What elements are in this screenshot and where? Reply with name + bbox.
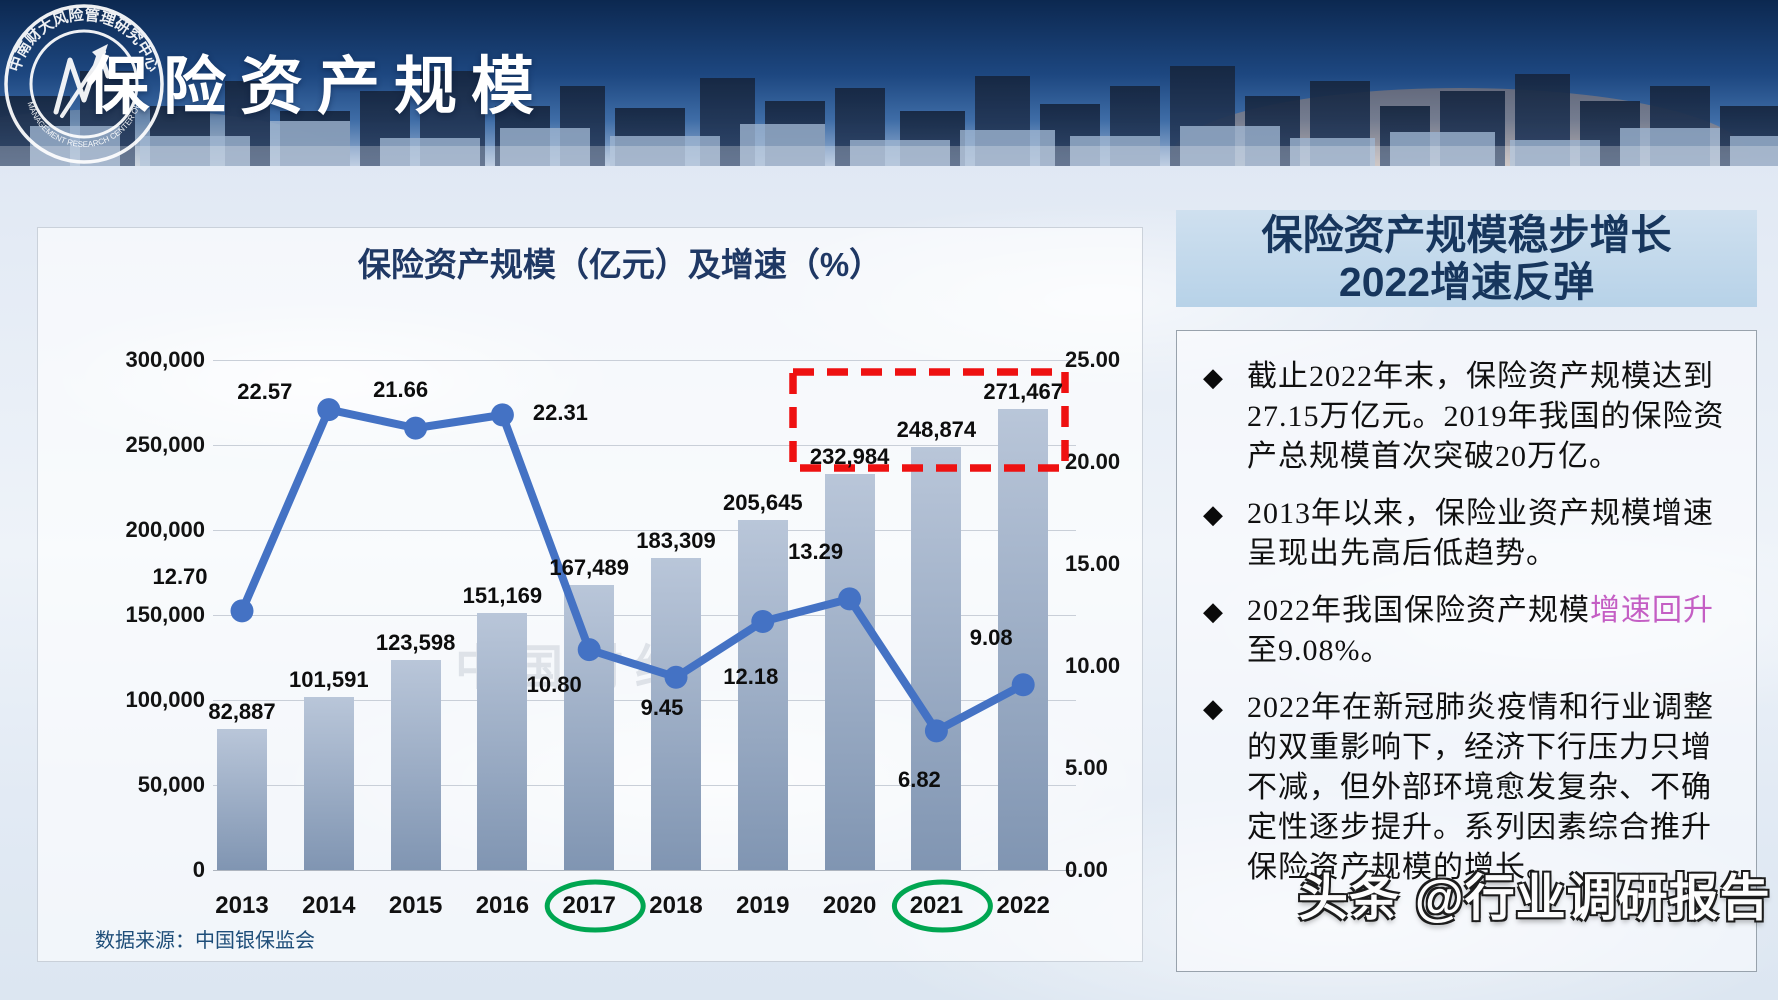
bullet-item-3: ◆ 2022年我国保险资产规模增速回升至9.08%。 [1203,591,1732,671]
bullet-text: 2022年我国保险资产规模增速回升至9.08%。 [1247,591,1732,671]
x-axis-label-2014: 2014 [302,892,356,919]
y-axis-tick-left: 250,000 [125,432,205,457]
bar-2020 [824,473,875,870]
bar-value-label: 151,169 [462,583,543,608]
y-axis-tick-right: 15.00 [1065,551,1121,576]
bar-2016 [477,613,528,870]
bar-2013 [217,729,267,870]
org-logo: 中南财大风险管理研究中心 RISK MANAGEMENT RESEARCH CE… [0,0,164,164]
bar-2017 [564,585,615,870]
growth-value-label: 22.31 [532,399,588,425]
bar-2021 [911,446,962,870]
panel-title-line1: 保险资产规模稳步增长 [1261,211,1672,258]
bullet-item-1: ◆ 截止2022年末，保险资产规模达到27.15万亿元。2019年我国的保险资产总… [1203,357,1732,477]
bullet-diamond-icon: ◆ [1203,596,1223,626]
growth-value-label: 13.29 [788,538,844,564]
bar-2019 [737,520,788,870]
growth-value-label: 6.82 [897,766,941,792]
bar-value-label: 205,645 [723,490,803,516]
x-axis-label-2013: 2013 [215,892,269,919]
x-axis-label-2017: 2017 [562,892,616,919]
growth-value-label: 22.57 [237,378,293,404]
y-axis-tick-right: 25.00 [1065,347,1121,372]
y-axis-tick-right: 0.00 [1065,857,1108,882]
bullet-diamond-icon: ◆ [1203,693,1223,723]
panel-title-box: 保险资产规模稳步增长 2022增速反弹 [1176,210,1757,307]
bullet-text: 2022年在新冠肺炎疫情和行业调整的双重影响下，经济下行压力只增不减，但外部环境… [1247,688,1732,888]
x-axis-label-2022: 2022 [996,892,1050,919]
panel-bullets-box: ◆ 截止2022年末，保险资产规模达到27.15万亿元。2019年我国的保险资产总… [1176,330,1757,972]
growth-value-label: 10.80 [526,671,582,697]
skyline-front-row [30,121,1778,166]
y-axis-tick-left: 50,000 [137,772,205,797]
chart-source: 数据来源：中国银保监会 [95,930,315,952]
growth-value-label: 12.70 [152,563,208,589]
bar-value-label: 82,887 [208,699,276,725]
bar-value-label: 101,591 [289,667,369,693]
bullet-segment: 2022年我国保险资产规模 [1247,594,1590,627]
logo-ring-text-top: 中南财大风险管理研究中心 [6,6,162,74]
bullet-item-4: ◆ 2022年在新冠肺炎疫情和行业调整的双重影响下，经济下行压力只增不减，但外部环… [1203,688,1732,888]
chart-title: 保险资产规模（亿元）及增速（%） [357,246,883,283]
growth-value-label: 9.08 [969,624,1013,650]
footer-watermark: 头条 @行业调研报告 [1298,870,1771,926]
bullet-segment: 至9.08%。 [1247,634,1392,667]
y-axis-tick-right: 10.00 [1065,653,1121,678]
bar-value-label: 232,984 [809,443,890,469]
y-axis-tick-left: 100,000 [125,687,205,712]
bullet-text: 2013年以来，保险业资产规模增速呈现出先高后低趋势。 [1247,494,1732,574]
bar-value-label: 271,467 [983,378,1063,404]
growth-value-label: 21.66 [373,377,429,403]
bullet-diamond-icon: ◆ [1203,499,1223,529]
y-axis-tick-left: 150,000 [125,602,205,627]
bar-value-label: 123,598 [375,629,456,655]
bullet-text: 截止2022年末，保险资产规模达到27.15万亿元。2019年我国的保险资产总规… [1247,357,1732,477]
bar-2014 [303,697,354,870]
city-skyline-image [0,0,1778,166]
bullet-highlight-text: 增速回升 [1590,594,1714,627]
panel-title-line2: 2022增速反弹 [1338,258,1595,305]
x-axis-label-2016: 2016 [475,892,530,919]
bullet-segment: 2013年以来，保险业资产规模增速呈现出先高后低趋势。 [1247,497,1714,570]
y-axis-tick-left: 200,000 [125,517,205,542]
gridline [213,870,1076,871]
x-axis-label-2019: 2019 [736,892,790,919]
bullet-diamond-icon: ◆ [1203,362,1223,392]
x-axis-label-2015: 2015 [388,892,443,919]
bar-value-label: 248,874 [896,416,977,442]
bar-2015 [390,659,441,870]
gridline [213,360,1076,361]
bar-value-label: 183,309 [636,528,716,554]
bullet-segment: 截止2022年末，保险资产规模达到27.15万亿元。2019年我国的保险资产总规… [1247,360,1725,473]
gridline [213,785,1076,786]
x-axis-label-2020: 2020 [822,892,877,919]
y-axis-tick-left: 0 [192,857,205,882]
header-banner: 保险资产规模 中南财大风险管理研究中心 RISK MANAGEMENT RESE… [0,0,1778,166]
bullet-item-2: ◆ 2013年以来，保险业资产规模增速呈现出先高后低趋势。 [1203,494,1732,574]
logo-arrow-icon [92,44,108,62]
x-axis-label-2021: 2021 [909,892,964,919]
growth-value-label: 12.18 [723,663,779,689]
y-axis-tick-left: 300,000 [125,347,205,372]
y-axis-tick-right: 5.00 [1065,755,1108,780]
bullet-segment: 2022年在新冠肺炎疫情和行业调整的双重影响下，经济下行压力只增不减，但外部环境… [1247,691,1714,884]
growth-value-label: 9.45 [640,695,684,721]
bar-value-label: 167,489 [549,555,629,581]
gridline [213,445,1076,446]
x-axis-label-2018: 2018 [649,892,703,919]
y-axis-tick-right: 20.00 [1065,449,1121,474]
